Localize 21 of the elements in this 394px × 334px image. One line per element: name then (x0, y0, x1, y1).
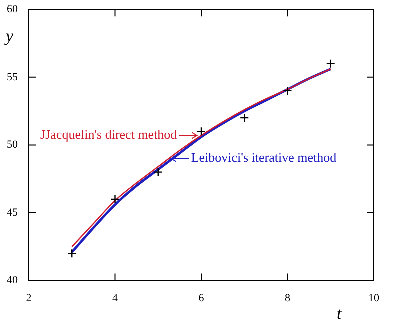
point (196, 127, 206, 136)
point (240, 113, 250, 123)
point (110, 194, 120, 204)
point (154, 168, 163, 177)
annotation: JJacquelin's direct method (40, 127, 178, 142)
y-tick-label: 60 (7, 3, 18, 16)
x-tick-label: 6 (198, 292, 205, 304)
point (283, 86, 292, 96)
x-tick-label: 2 (26, 292, 32, 304)
y-tick-label: 50 (7, 139, 18, 152)
point (68, 249, 77, 258)
y-tick-label: 45 (7, 206, 18, 219)
x-tick-label: 10 (368, 292, 380, 304)
y-tick-label: 40 (7, 274, 18, 287)
x-tick-label: 8 (285, 292, 291, 304)
point (326, 59, 336, 68)
y-tick-label: 55 (7, 71, 18, 84)
x-axis-title: t (337, 304, 343, 323)
x-tick-label: 4 (112, 292, 118, 304)
annotation: Leibovici's iterative method (191, 150, 338, 166)
y-axis-title: y (4, 26, 14, 46)
